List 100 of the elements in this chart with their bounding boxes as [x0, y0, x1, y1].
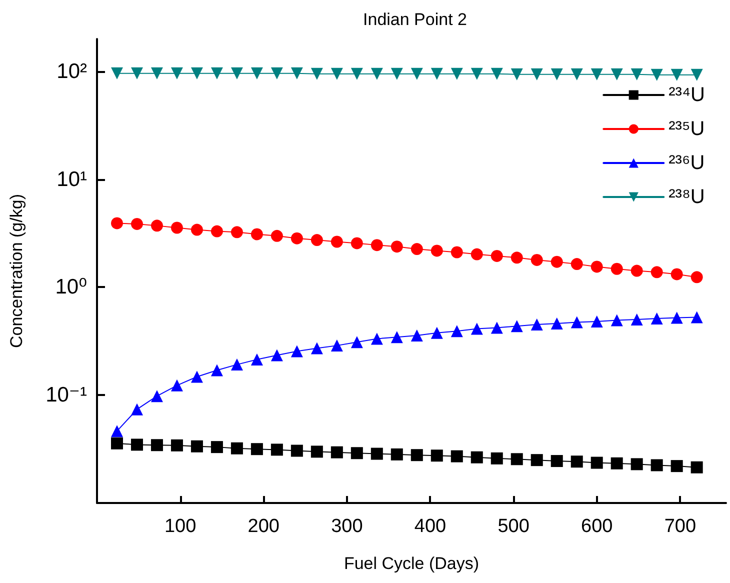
point	[150, 390, 163, 402]
point	[210, 364, 223, 376]
point	[230, 358, 243, 371]
point	[510, 252, 523, 264]
point	[111, 217, 123, 230]
point	[430, 68, 443, 80]
x-tick-label: 600	[581, 516, 613, 537]
point	[230, 67, 243, 80]
x-tick-label: 300	[331, 516, 363, 537]
point	[330, 340, 343, 352]
point	[230, 442, 243, 454]
point	[350, 447, 363, 460]
point	[430, 326, 443, 339]
point	[570, 316, 583, 328]
y-tick-label: 10⁰	[55, 276, 87, 299]
point	[470, 322, 483, 335]
point	[630, 314, 643, 326]
point	[530, 454, 543, 466]
legend-label: ²³⁶U	[668, 152, 705, 174]
point	[330, 68, 343, 80]
point	[670, 268, 683, 280]
point	[530, 318, 543, 330]
x-tick-label: 700	[664, 516, 696, 537]
point	[110, 437, 123, 450]
point	[110, 425, 123, 438]
point	[130, 438, 143, 451]
point	[350, 68, 363, 80]
y-axis-title: Concentration (g/kg)	[7, 194, 26, 348]
point	[190, 370, 203, 383]
point	[690, 461, 703, 474]
point	[610, 262, 623, 275]
point	[210, 225, 223, 238]
point	[390, 240, 403, 253]
point	[150, 220, 163, 232]
point	[450, 246, 463, 258]
point	[130, 403, 143, 416]
point	[390, 331, 403, 344]
point	[630, 458, 643, 470]
chart-title: Indian Point 2	[363, 10, 467, 29]
point	[450, 325, 463, 338]
point	[570, 68, 583, 80]
point	[310, 234, 323, 246]
point	[470, 451, 483, 464]
point	[670, 460, 683, 472]
point	[650, 312, 663, 325]
point	[630, 68, 643, 80]
point	[270, 230, 283, 242]
point	[210, 67, 223, 80]
point	[290, 67, 303, 80]
point	[250, 443, 263, 456]
point	[470, 248, 483, 260]
point	[610, 457, 623, 470]
point	[210, 441, 223, 454]
point	[590, 316, 603, 328]
point	[610, 314, 623, 326]
point	[170, 67, 183, 80]
point	[490, 250, 503, 262]
point	[530, 254, 543, 266]
point	[570, 258, 583, 270]
point	[290, 444, 303, 457]
x-tick-label: 100	[164, 516, 196, 537]
legend-label: ²³⁴U	[668, 84, 705, 106]
point	[690, 68, 703, 81]
point	[410, 449, 423, 462]
x-tick-label: 500	[498, 516, 530, 537]
point	[370, 448, 383, 460]
point	[410, 329, 423, 342]
point	[250, 228, 263, 240]
point	[270, 444, 283, 456]
point	[550, 318, 563, 330]
point	[310, 342, 323, 354]
legend-label: ²³⁸U	[668, 186, 705, 208]
point	[150, 67, 163, 80]
point	[490, 322, 503, 334]
point	[290, 345, 303, 358]
legend-label: ²³⁵U	[668, 118, 705, 140]
point	[670, 312, 683, 324]
point	[250, 353, 263, 366]
point	[350, 336, 363, 348]
point	[150, 439, 163, 452]
point	[270, 67, 283, 80]
point	[470, 68, 483, 80]
point	[370, 68, 383, 80]
point	[450, 450, 463, 462]
point	[130, 67, 143, 80]
point	[390, 68, 403, 80]
point	[530, 68, 543, 80]
point	[330, 236, 343, 248]
point	[490, 68, 503, 80]
point	[590, 68, 603, 80]
point	[550, 455, 563, 468]
point	[430, 450, 443, 462]
point	[590, 456, 603, 469]
point	[230, 226, 243, 238]
point	[510, 320, 523, 332]
x-tick-label: 200	[248, 516, 280, 537]
point	[430, 244, 443, 257]
point	[370, 239, 383, 252]
point	[270, 349, 283, 362]
point	[310, 68, 323, 80]
